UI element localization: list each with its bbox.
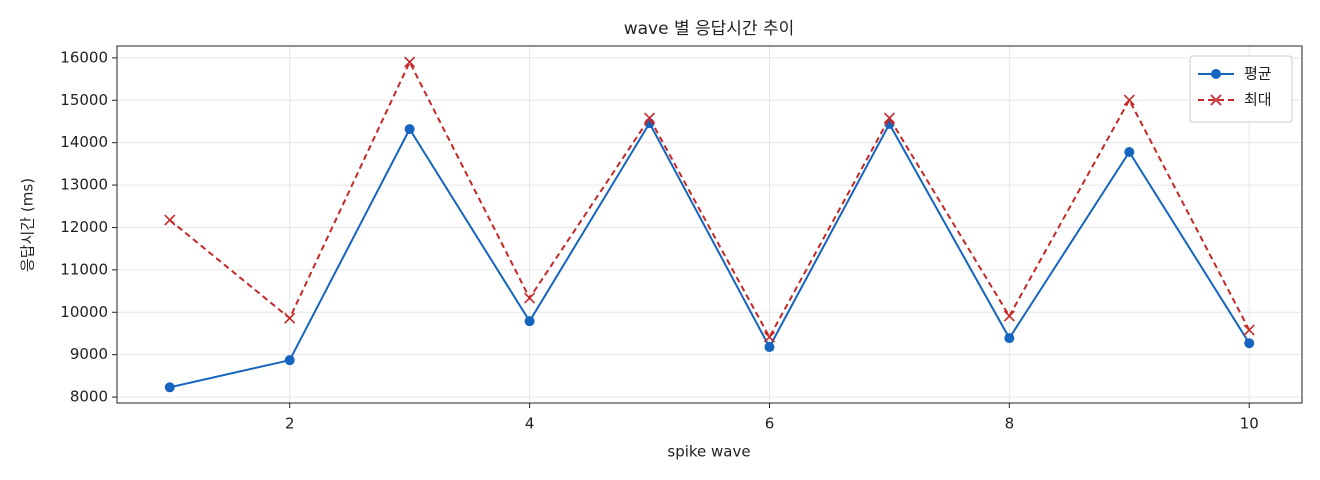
- marker-stroke: [883, 112, 895, 124]
- y-tick-label: 8000: [70, 388, 108, 406]
- legend-label: 평균: [1244, 65, 1272, 83]
- marker: [1123, 94, 1135, 106]
- y-tick-label: 13000: [60, 176, 108, 194]
- marker-stroke: [763, 331, 776, 343]
- y-tick-label: 15000: [60, 91, 108, 109]
- legend-label: 최대: [1244, 91, 1272, 109]
- marker: [1210, 94, 1222, 106]
- marker: [1211, 69, 1221, 79]
- marker-stroke: [643, 112, 656, 124]
- x-tick-label: 10: [1240, 415, 1259, 433]
- marker-stroke: [284, 312, 296, 324]
- marker: [1124, 146, 1135, 157]
- marker: [404, 56, 416, 68]
- x-axis-label: spike wave: [667, 443, 750, 461]
- y-axis-label: 응답시간 (ms): [19, 178, 37, 272]
- chart-title: wave 별 응답시간 추이: [624, 19, 795, 39]
- marker: [643, 112, 656, 124]
- marker: [524, 292, 536, 304]
- marker: [1244, 338, 1255, 349]
- series-line: [169, 59, 1251, 340]
- marker: [164, 214, 176, 226]
- x-tick-label: 2: [285, 415, 295, 433]
- plot-frame: [116, 45, 1303, 404]
- y-tick-label: 12000: [60, 218, 108, 236]
- marker: [1003, 310, 1015, 322]
- marker-stroke: [1123, 94, 1135, 106]
- legend-box: [1189, 55, 1293, 123]
- x-tick-label: 6: [765, 415, 775, 433]
- marker: [763, 331, 776, 343]
- marker-stroke: [164, 214, 176, 226]
- x-tick-label: 4: [525, 415, 535, 433]
- marker-stroke: [1003, 310, 1015, 322]
- marker: [1004, 333, 1015, 344]
- y-tick-label: 10000: [60, 303, 108, 321]
- marker: [284, 312, 296, 324]
- marker: [404, 124, 415, 135]
- marker: [1243, 324, 1255, 336]
- x-tick-label: 8: [1005, 415, 1015, 433]
- y-tick-label: 16000: [60, 48, 108, 66]
- y-tick-label: 14000: [60, 133, 108, 151]
- marker-stroke: [1243, 324, 1255, 336]
- marker: [164, 382, 175, 393]
- marker: [284, 355, 295, 366]
- marker-stroke: [524, 292, 536, 304]
- series-line: [169, 121, 1251, 389]
- marker-stroke: [404, 56, 416, 68]
- marker: [764, 342, 775, 353]
- marker: [524, 316, 535, 327]
- marker-stroke: [1210, 94, 1222, 106]
- marker: [883, 112, 895, 124]
- y-tick-label: 9000: [70, 345, 108, 363]
- y-tick-label: 11000: [60, 260, 108, 278]
